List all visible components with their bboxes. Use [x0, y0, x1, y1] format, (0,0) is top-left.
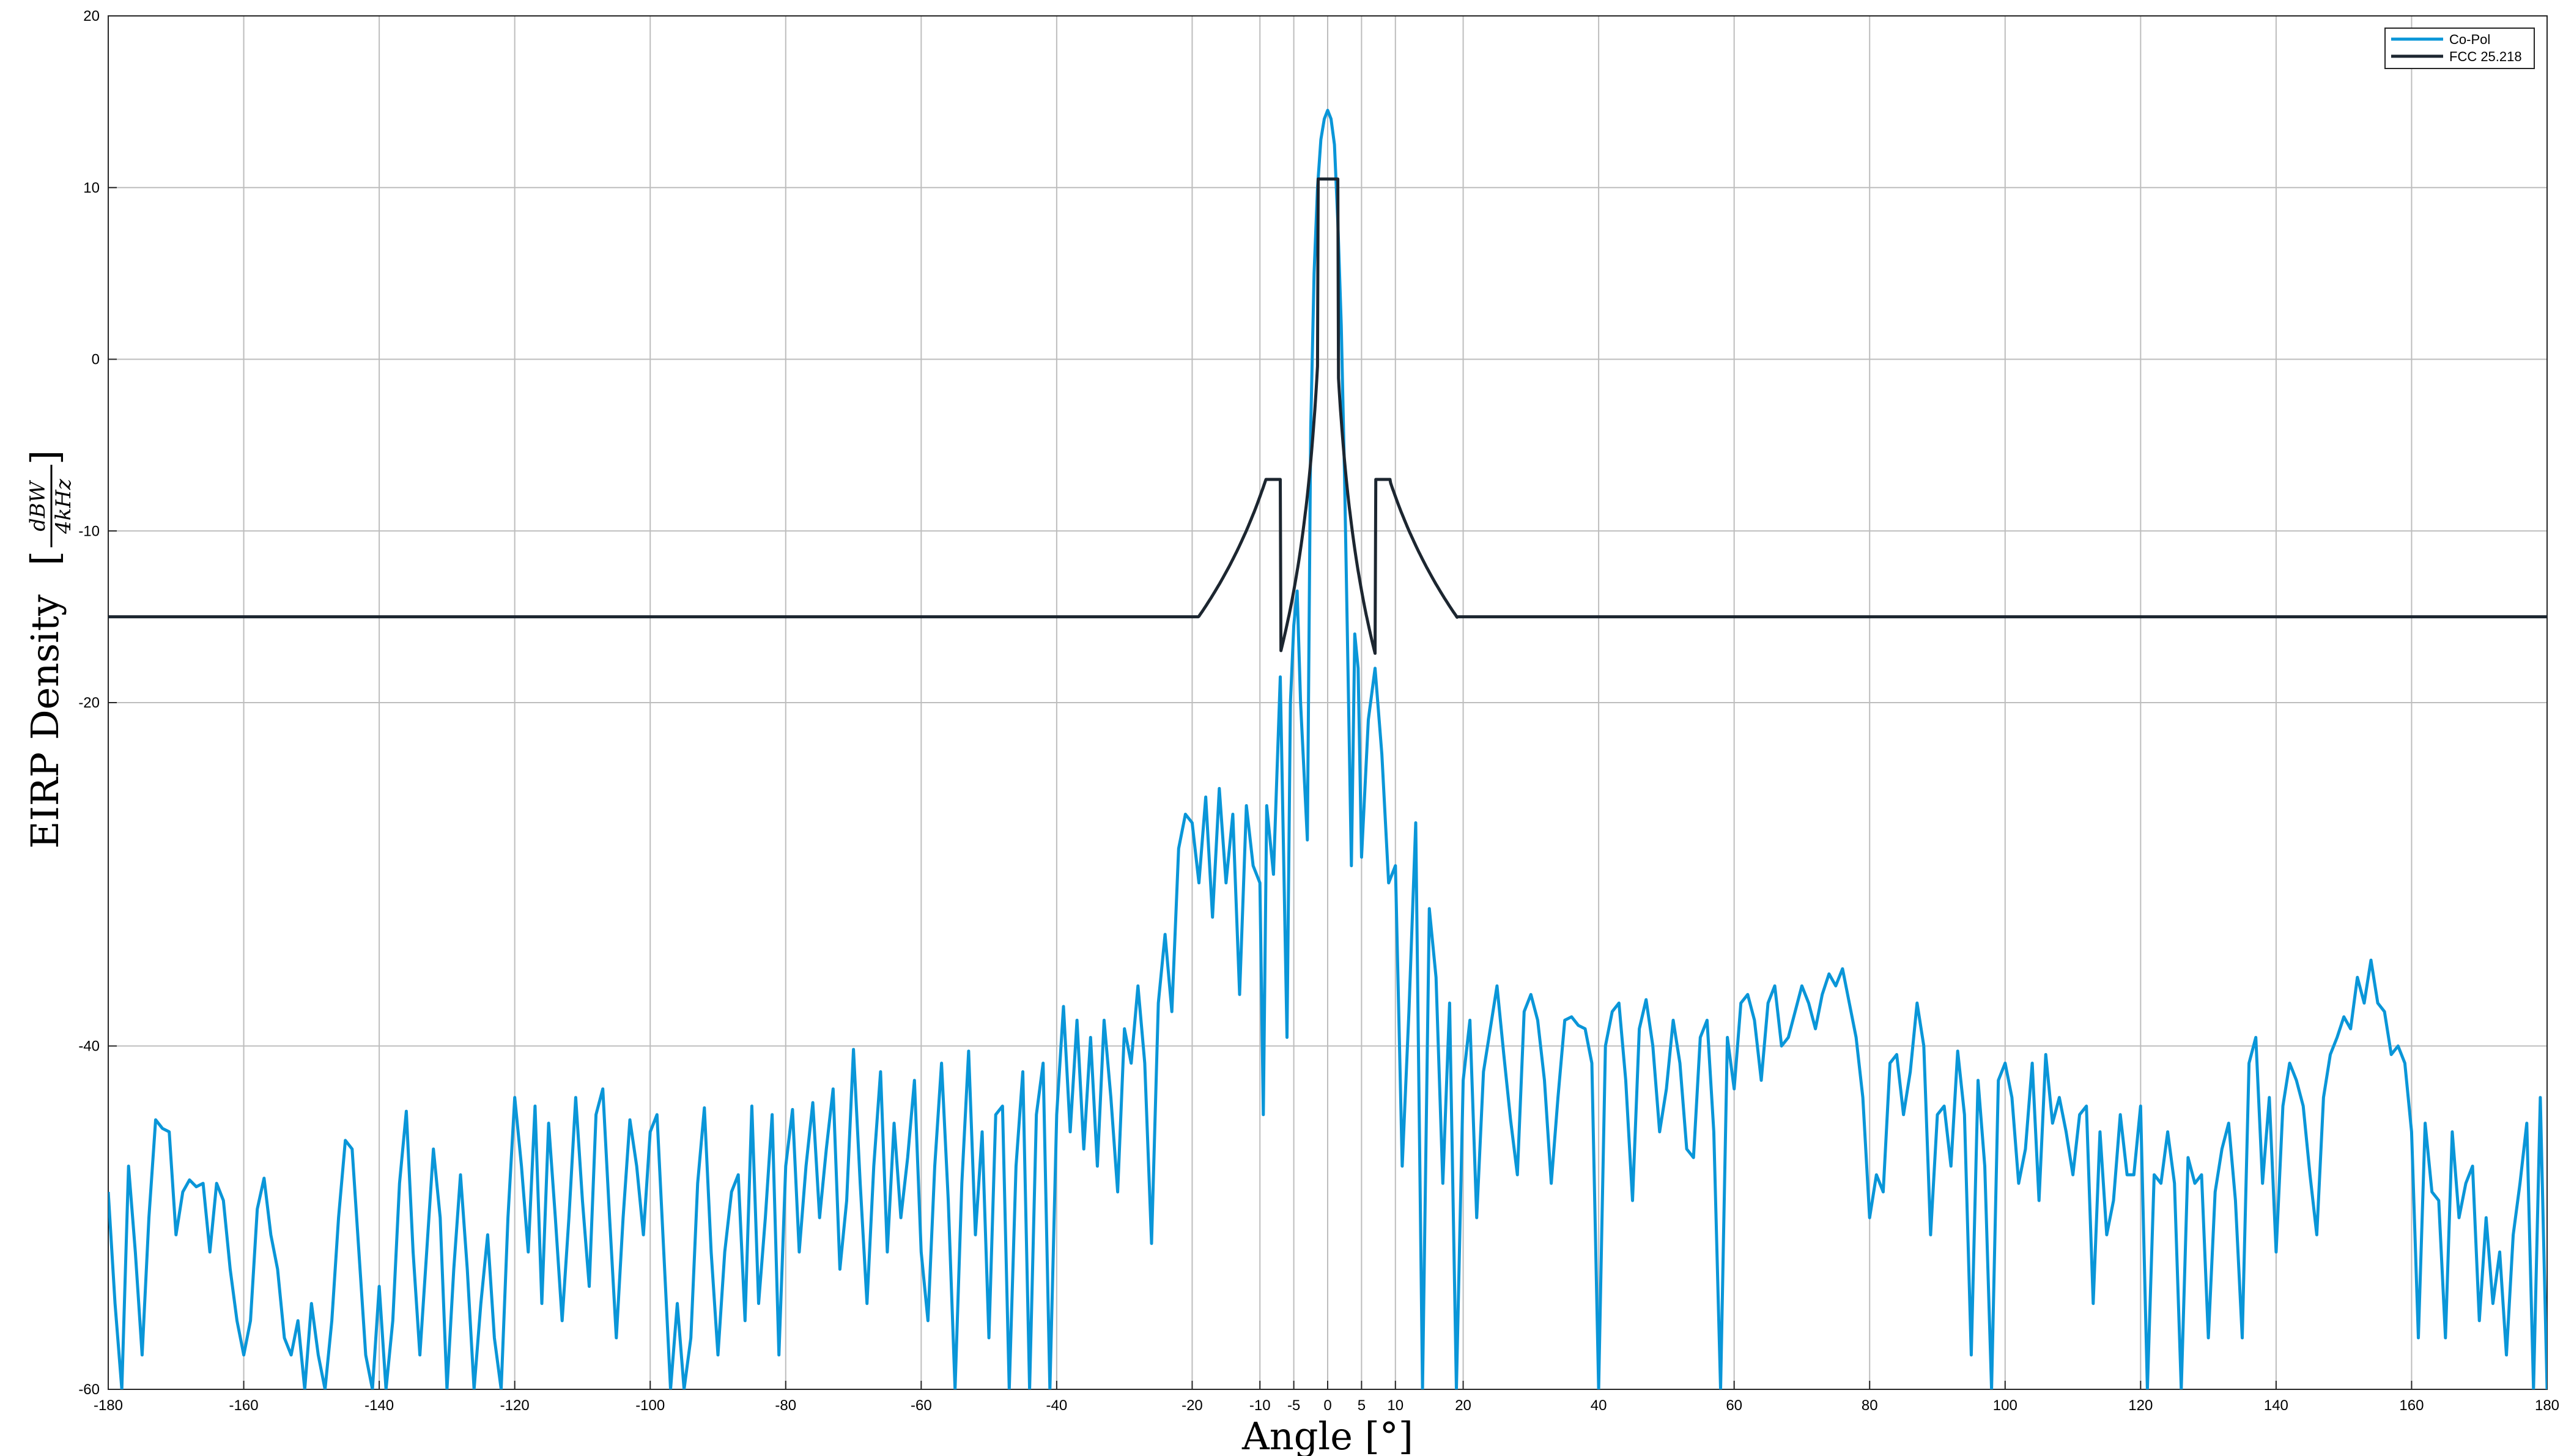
- x-tick-label: -180: [94, 1397, 123, 1414]
- y-axis-unit-numerator: dBW: [26, 479, 50, 531]
- x-tick-label: -5: [1287, 1397, 1300, 1414]
- x-tick-label: 0: [1323, 1397, 1331, 1414]
- x-tick-label: -160: [229, 1397, 259, 1414]
- legend-label-fcc-25-218: FCC 25.218: [2449, 49, 2522, 64]
- y-tick-label: 0: [92, 352, 100, 368]
- x-tick-label: 160: [2399, 1397, 2424, 1414]
- y-tick-label: 10: [83, 180, 100, 196]
- y-tick-label: 20: [83, 8, 100, 24]
- x-axis-label: Angle [°]: [1241, 1414, 1413, 1456]
- x-tick-label: -80: [775, 1397, 796, 1414]
- y-axis-unit-bracket-left: [: [23, 551, 67, 566]
- x-tick-label: -60: [911, 1397, 932, 1414]
- x-tick-label: 10: [1387, 1397, 1403, 1414]
- x-tick-label: 180: [2535, 1397, 2559, 1414]
- x-tick-label: -100: [635, 1397, 665, 1414]
- series-line-fcc-25-218: [108, 177, 2547, 655]
- x-tick-label: 60: [1726, 1397, 1742, 1414]
- x-tick-label: -10: [1249, 1397, 1271, 1414]
- legend: Co-Pol FCC 25.218: [2384, 28, 2535, 69]
- x-axis-ticks: -180 -160 -140 -120 -100 -80 -60 -40 -20 -10 -5 0 5 1…: [94, 1381, 2559, 1414]
- x-tick-label: 20: [1455, 1397, 1471, 1414]
- x-tick-label: -140: [364, 1397, 394, 1414]
- x-tick-label: 80: [1862, 1397, 1878, 1414]
- y-axis-label: EIRP Density [ dBW 4kHz ]: [23, 450, 76, 849]
- x-tick-label: 140: [2264, 1397, 2288, 1414]
- x-tick-label: 40: [1591, 1397, 1607, 1414]
- y-tick-label: -60: [78, 1381, 100, 1398]
- x-tick-label: 5: [1358, 1397, 1366, 1414]
- legend-box: [2384, 28, 2535, 69]
- y-tick-label: -10: [78, 523, 100, 539]
- series-line-co-pol: [108, 108, 2547, 1389]
- x-tick-label: 120: [2128, 1397, 2153, 1414]
- x-tick-label: -40: [1046, 1397, 1068, 1414]
- x-tick-label: -20: [1182, 1397, 1203, 1414]
- legend-label-co-pol: Co-Pol: [2449, 32, 2490, 47]
- y-axis-unit-denominator: 4kHz: [51, 478, 76, 534]
- x-tick-label: -120: [500, 1397, 530, 1414]
- y-axis-unit-bracket-right: ]: [23, 450, 67, 465]
- x-tick-label: 100: [1993, 1397, 2017, 1414]
- y-axis-ticks: -60 -40 -20 -10 0 10 20: [78, 8, 117, 1398]
- y-axis-label-text: EIRP Density: [23, 594, 67, 849]
- series-layer: [108, 108, 2547, 1389]
- y-tick-label: -40: [78, 1038, 100, 1055]
- y-tick-label: -20: [78, 695, 100, 711]
